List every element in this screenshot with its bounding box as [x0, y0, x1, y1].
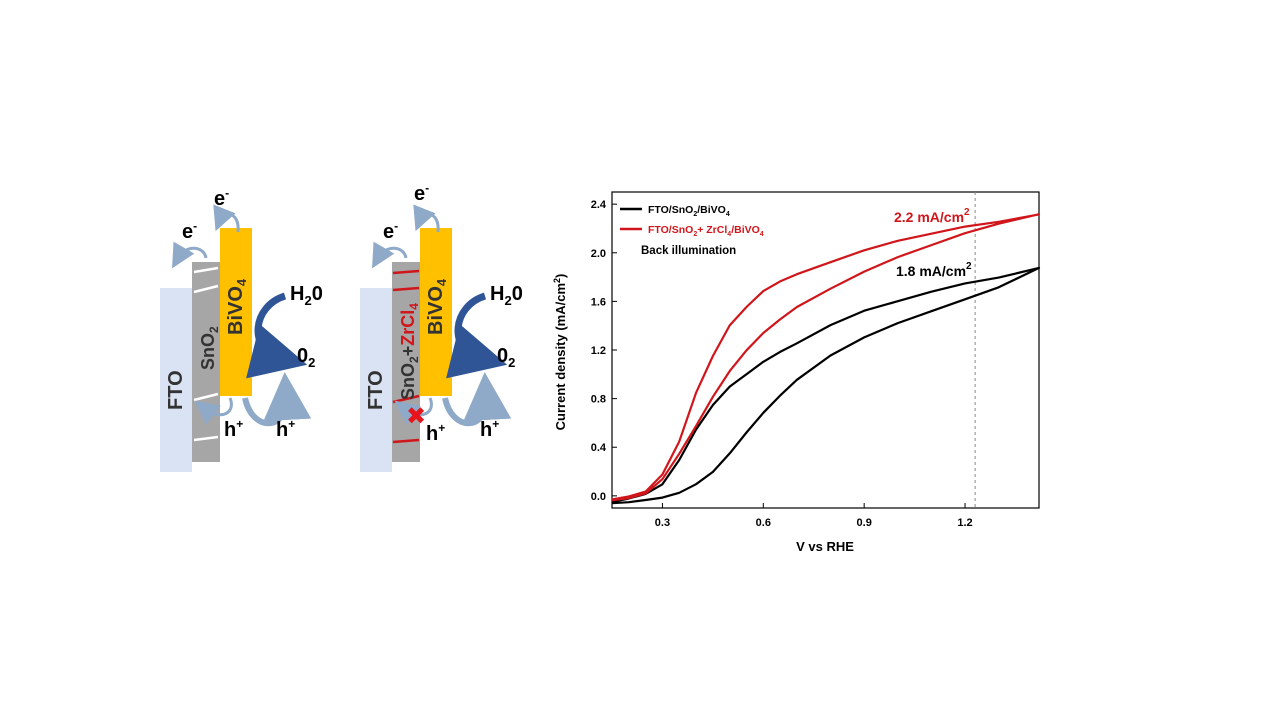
hole-arrow-2-icon — [442, 372, 512, 427]
fto-layer — [360, 288, 392, 472]
sno2-label: SnO2 — [198, 326, 221, 370]
water-oxidation-arrow-icon — [446, 292, 508, 379]
oxygen-label: 02 — [297, 345, 315, 370]
diagram-right: FTO SnO2+ZrCl4 BiVO4 e- e- H20 02 ✖ h+ h… — [360, 181, 523, 472]
series-line-red — [611, 213, 1041, 502]
annotation-black: 1.8 mA/cm2 — [896, 261, 972, 279]
hole-arrow-1-icon — [194, 397, 233, 425]
annotation-red: 2.2 mA/cm2 — [894, 207, 970, 225]
electron-top-label: e- — [414, 181, 429, 205]
x-tick-label: 0.3 — [655, 517, 670, 529]
hole-arrow-2-icon — [242, 372, 312, 427]
y-tick-label: 2.0 — [591, 248, 606, 260]
legend-note: Back illumination — [641, 245, 736, 257]
x-tick-label: 0.6 — [756, 517, 771, 529]
x-axis-ticks: 0.3 0.6 0.9 1.2 — [655, 503, 973, 529]
fto-layer — [160, 288, 192, 472]
electron-top-arrow-icon — [213, 204, 240, 233]
fto-label: FTO — [165, 370, 187, 410]
legend: FTO/SnO2/BiVO4 FTO/SnO2+ ZrCl4/BiVO4 Bac… — [620, 204, 764, 257]
electron-top-label: e- — [214, 186, 229, 210]
hole-arrow-1-icon — [394, 397, 433, 425]
y-axis-label: Current density (mA/cm2) — [552, 274, 568, 431]
bivo4-label: BiVO4 — [425, 278, 449, 335]
y-tick-label: 0.4 — [591, 442, 607, 454]
electron-top-arrow-icon — [413, 204, 440, 233]
fto-label: FTO — [365, 370, 387, 410]
water-label: H20 — [490, 283, 523, 308]
y-tick-label: 2.4 — [591, 199, 607, 211]
electron-left-arrow-icon — [172, 241, 208, 269]
water-label: H20 — [290, 283, 323, 308]
sno2-layer — [192, 262, 220, 462]
y-tick-label: 1.6 — [591, 296, 606, 308]
water-oxidation-arrow-icon — [246, 292, 308, 379]
sno2-zrcl4-label: SnO2+ZrCl4 — [398, 303, 421, 400]
sno2-cracks — [193, 266, 219, 442]
hole-1-label: h+ — [224, 417, 243, 441]
bivo4-label: BiVO4 — [225, 278, 249, 335]
electron-left-label: e- — [383, 219, 398, 243]
hole-1-label: h+ — [426, 421, 445, 445]
legend-entry-black: FTO/SnO2/BiVO4 — [648, 204, 730, 218]
sno2-zrcl4-layer — [392, 262, 420, 462]
legend-entry-red: FTO/SnO2+ ZrCl4/BiVO4 — [648, 224, 764, 238]
diagram-left: FTO SnO2 BiVO4 e- e- H20 02 h+ h+ — [160, 186, 323, 472]
x-axis-label: V vs RHE — [796, 539, 854, 554]
chart: 0.3 0.6 0.9 1.2 0.0 0.4 0.8 1.2 1.6 2.0 2.4 V vs … — [552, 191, 1041, 554]
y-axis-ticks: 0.0 0.4 0.8 1.2 1.6 2.0 2.4 — [591, 199, 617, 503]
y-tick-label: 0.8 — [591, 394, 606, 406]
electron-left-label: e- — [182, 219, 197, 243]
y-tick-label: 0.0 — [591, 491, 606, 503]
series-line-black — [611, 266, 1041, 505]
oxygen-label: 02 — [497, 345, 515, 370]
y-tick-label: 1.2 — [591, 345, 606, 357]
x-tick-label: 1.2 — [957, 517, 972, 529]
hole-2-label: h+ — [480, 417, 499, 441]
series-group — [611, 213, 1041, 505]
hole-2-label: h+ — [276, 417, 295, 441]
block-cross-icon: ✖ — [406, 403, 426, 430]
electron-left-arrow-icon — [372, 241, 408, 269]
x-tick-label: 0.9 — [857, 517, 872, 529]
